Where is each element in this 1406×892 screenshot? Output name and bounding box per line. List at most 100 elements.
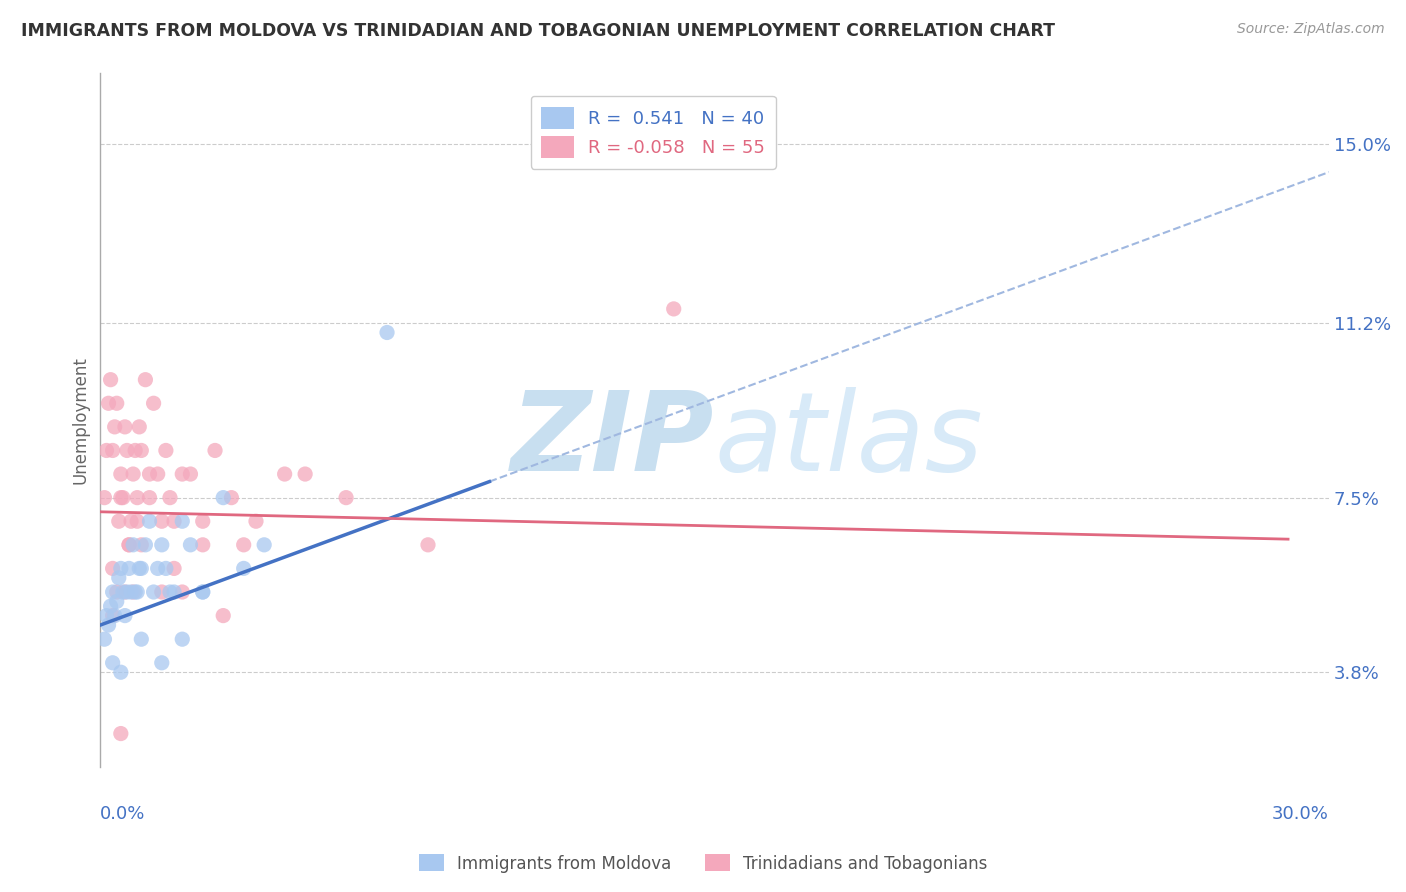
- Text: 0.0%: 0.0%: [100, 805, 146, 823]
- Point: [96, 443, 118, 458]
- Point: [128, 420, 150, 434]
- Point: [120, 585, 142, 599]
- Point: [122, 467, 145, 481]
- Point: [335, 491, 357, 505]
- Point: [104, 608, 127, 623]
- Point: [105, 585, 128, 599]
- Point: [107, 571, 129, 585]
- Point: [127, 585, 149, 599]
- Legend: Immigrants from Moldova, Trinidadians and Tobagonians: Immigrants from Moldova, Trinidadians an…: [412, 847, 994, 880]
- Point: [138, 514, 160, 528]
- Point: [110, 665, 132, 680]
- Point: [191, 585, 214, 599]
- Point: [150, 585, 173, 599]
- Point: [142, 585, 165, 599]
- Text: atlas: atlas: [714, 387, 983, 494]
- Point: [131, 443, 153, 458]
- Point: [118, 538, 141, 552]
- Point: [101, 443, 124, 458]
- Point: [253, 538, 276, 552]
- Point: [131, 632, 153, 647]
- Point: [107, 514, 129, 528]
- Point: [273, 467, 295, 481]
- Point: [179, 538, 201, 552]
- Point: [115, 585, 138, 599]
- Point: [110, 491, 132, 505]
- Point: [101, 561, 124, 575]
- Point: [110, 467, 132, 481]
- Point: [97, 396, 120, 410]
- Point: [172, 632, 194, 647]
- Point: [93, 491, 115, 505]
- Point: [118, 538, 141, 552]
- Point: [131, 538, 153, 552]
- Point: [97, 618, 120, 632]
- Point: [118, 561, 141, 575]
- Text: ZIP: ZIP: [512, 387, 714, 494]
- Point: [115, 443, 138, 458]
- Point: [111, 491, 134, 505]
- Point: [232, 561, 254, 575]
- Point: [662, 301, 685, 316]
- Point: [100, 599, 122, 614]
- Point: [159, 585, 181, 599]
- Point: [101, 585, 124, 599]
- Point: [114, 585, 136, 599]
- Point: [179, 467, 201, 481]
- Point: [416, 538, 439, 552]
- Point: [111, 585, 134, 599]
- Point: [124, 585, 146, 599]
- Point: [105, 396, 128, 410]
- Point: [191, 585, 214, 599]
- Point: [204, 443, 226, 458]
- Point: [127, 514, 149, 528]
- Point: [96, 608, 118, 623]
- Point: [150, 538, 173, 552]
- Point: [212, 608, 235, 623]
- Point: [146, 467, 169, 481]
- Point: [150, 514, 173, 528]
- Point: [101, 656, 124, 670]
- Point: [191, 538, 214, 552]
- Point: [101, 608, 124, 623]
- Point: [172, 467, 194, 481]
- Point: [104, 420, 127, 434]
- Point: [146, 561, 169, 575]
- Point: [105, 594, 128, 608]
- Point: [155, 443, 177, 458]
- Point: [114, 608, 136, 623]
- Point: [127, 491, 149, 505]
- Point: [294, 467, 316, 481]
- Point: [93, 632, 115, 647]
- Point: [245, 514, 267, 528]
- Point: [124, 443, 146, 458]
- Point: [138, 467, 160, 481]
- Point: [131, 561, 153, 575]
- Point: [191, 514, 214, 528]
- Point: [221, 491, 243, 505]
- Point: [212, 491, 235, 505]
- Point: [155, 561, 177, 575]
- Point: [128, 561, 150, 575]
- Point: [142, 396, 165, 410]
- Point: [163, 514, 186, 528]
- Point: [134, 373, 156, 387]
- Point: [150, 656, 173, 670]
- Point: [100, 373, 122, 387]
- Text: IMMIGRANTS FROM MOLDOVA VS TRINIDADIAN AND TOBAGONIAN UNEMPLOYMENT CORRELATION C: IMMIGRANTS FROM MOLDOVA VS TRINIDADIAN A…: [21, 22, 1054, 40]
- Legend: R =  0.541   N = 40, R = -0.058   N = 55: R = 0.541 N = 40, R = -0.058 N = 55: [530, 95, 776, 169]
- Point: [110, 561, 132, 575]
- Point: [134, 538, 156, 552]
- Point: [122, 585, 145, 599]
- Point: [110, 726, 132, 740]
- Point: [172, 585, 194, 599]
- Text: Source: ZipAtlas.com: Source: ZipAtlas.com: [1237, 22, 1385, 37]
- Point: [138, 491, 160, 505]
- Point: [159, 491, 181, 505]
- Y-axis label: Unemployment: Unemployment: [72, 356, 89, 483]
- Point: [122, 538, 145, 552]
- Point: [375, 326, 398, 340]
- Point: [172, 514, 194, 528]
- Point: [163, 585, 186, 599]
- Point: [120, 514, 142, 528]
